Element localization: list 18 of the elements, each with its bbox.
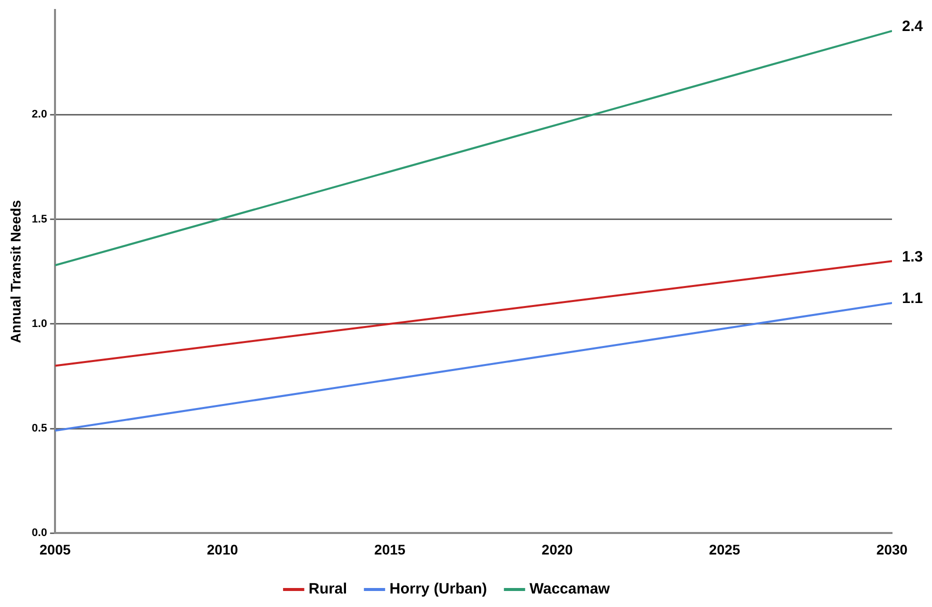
y-tick-label: 0.5 <box>32 422 48 435</box>
x-tick-label: 2005 <box>40 541 71 558</box>
y-tick-label: 2.0 <box>32 108 48 121</box>
x-tick-label: 2025 <box>709 541 740 558</box>
legend-label: Horry (Urban) <box>390 580 488 598</box>
y-tick-label: 1.5 <box>32 213 48 226</box>
x-tick-label: 2030 <box>876 541 908 558</box>
data-label: 2.4 <box>902 18 924 36</box>
x-tick-label: 2010 <box>206 541 238 558</box>
x-tick-label: 2015 <box>374 541 406 558</box>
legend-label: Waccamaw <box>530 580 610 598</box>
x-tick-label: 2020 <box>542 541 574 558</box>
y-tick-label: 0.0 <box>32 527 48 540</box>
data-label: 1.3 <box>902 248 923 266</box>
legend-label: Rural <box>308 580 348 598</box>
data-label: 1.1 <box>902 290 923 308</box>
y-axis-title: Annual Transit Needs <box>7 200 24 344</box>
y-tick-label: 1.0 <box>32 318 48 330</box>
